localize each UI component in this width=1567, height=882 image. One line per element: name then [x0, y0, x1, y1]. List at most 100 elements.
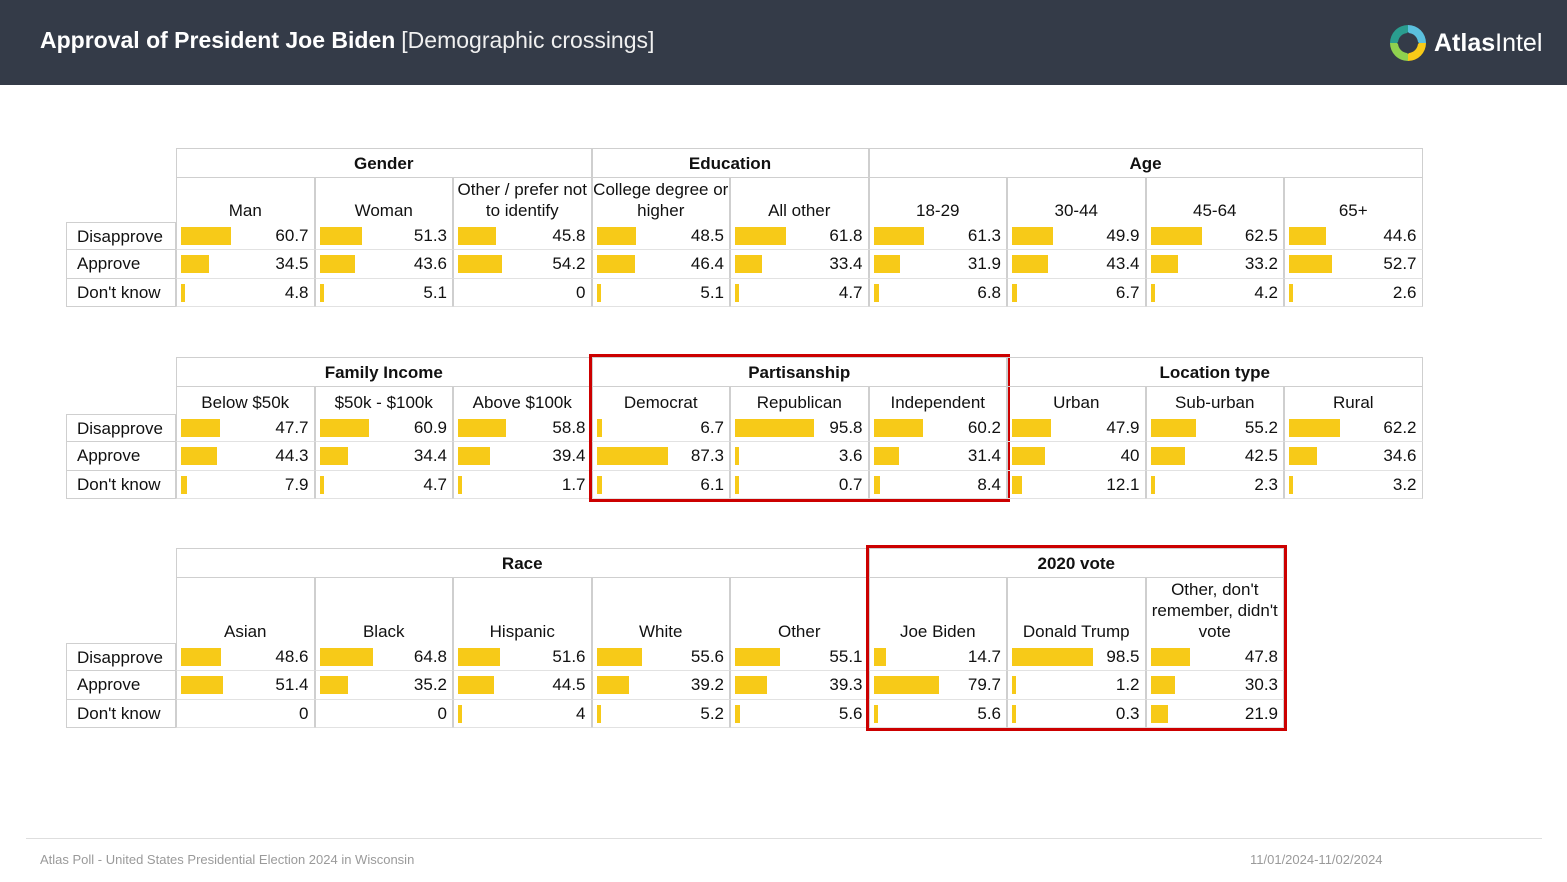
row-label-approve: Approve — [66, 671, 176, 700]
value-bar — [1150, 419, 1196, 437]
data-cell: 48.6 — [176, 643, 315, 672]
value-bar — [735, 447, 739, 466]
value-label: 61.8 — [829, 226, 863, 245]
column-header-college-degree-or-higher: College degree or higher — [591, 177, 730, 222]
data-cell: 48.5 — [591, 222, 730, 251]
value-bar — [1012, 648, 1093, 666]
value-bar — [458, 648, 501, 666]
data-cell: 47.8 — [1145, 643, 1284, 672]
data-cell: 39.4 — [453, 442, 592, 471]
value-label: 47.7 — [275, 418, 309, 437]
value-bar — [735, 255, 763, 274]
value-label: 51.6 — [552, 647, 586, 666]
data-cell: 51.4 — [176, 671, 315, 700]
data-cell: 61.8 — [730, 222, 869, 251]
value-label: 47.9 — [1106, 418, 1140, 437]
value-bar — [596, 255, 635, 274]
column-header-independent: Independent — [868, 386, 1007, 414]
data-cell: 45.8 — [453, 222, 592, 251]
value-label: 95.8 — [829, 418, 863, 437]
data-cell: 4 — [453, 699, 592, 729]
value-label: 0 — [437, 703, 447, 723]
data-cell: 35.2 — [314, 671, 453, 700]
value-label: 33.2 — [1244, 254, 1278, 274]
value-bar — [181, 255, 210, 274]
footer-source: Atlas Poll - United States Presidential … — [40, 852, 415, 867]
data-cell: 44.3 — [176, 442, 315, 471]
value-bar — [1012, 475, 1022, 494]
data-cell: 54.2 — [453, 250, 592, 279]
value-bar — [596, 648, 643, 666]
data-cell: 44.6 — [1284, 222, 1423, 251]
value-bar — [181, 475, 188, 494]
value-label: 45.8 — [552, 226, 586, 245]
data-cell: 6.7 — [591, 414, 730, 443]
data-cell: 0 — [176, 699, 315, 729]
value-bar — [735, 227, 786, 245]
value-bar — [319, 227, 362, 245]
value-label: 2.3 — [1254, 474, 1278, 494]
data-cell: 6.8 — [868, 278, 1007, 308]
value-bar — [181, 283, 185, 302]
data-cell: 39.2 — [591, 671, 730, 700]
row-label-don-t-know: Don't know — [66, 278, 176, 308]
value-label: 60.2 — [967, 418, 1001, 437]
value-bar — [873, 475, 881, 494]
value-label: 31.4 — [967, 446, 1001, 466]
value-bar — [735, 704, 740, 723]
column-header-45-64: 45-64 — [1145, 177, 1284, 222]
value-bar — [319, 447, 348, 466]
value-label: 48.5 — [690, 226, 724, 245]
page-title: Approval of President Joe Biden [Demograp… — [40, 27, 654, 54]
value-bar — [1150, 648, 1190, 666]
value-label: 8.4 — [977, 474, 1001, 494]
value-bar — [1289, 255, 1333, 274]
data-cell: 47.9 — [1007, 414, 1146, 443]
column-header-asian: Asian — [176, 577, 315, 643]
group-header-family-income: Family Income — [176, 357, 592, 386]
column-header-republican: Republican — [730, 386, 869, 414]
value-bar — [319, 648, 373, 666]
value-label: 4.8 — [284, 282, 309, 302]
data-cell: 60.2 — [868, 414, 1007, 443]
column-header-other-don-t-remember-didn-t-vote: Other, don't remember, didn't vote — [1145, 577, 1284, 643]
value-label: 51.4 — [275, 675, 309, 695]
value-label: 4.7 — [838, 282, 863, 302]
value-label: 64.8 — [413, 647, 447, 666]
value-bar — [596, 447, 669, 466]
data-cell: 2.6 — [1284, 278, 1423, 308]
value-label: 34.4 — [413, 446, 447, 466]
row-label-disapprove: Disapprove — [66, 643, 176, 672]
value-bar — [319, 283, 324, 302]
value-bar — [596, 227, 637, 245]
group-header-2020-vote: 2020 vote — [868, 548, 1284, 577]
value-bar — [873, 419, 923, 437]
value-label: 12.1 — [1106, 474, 1140, 494]
value-label: 33.4 — [829, 254, 863, 274]
value-label: 0 — [299, 703, 309, 723]
column-header-other-prefer-not-to-identify: Other / prefer not to identify — [453, 177, 592, 222]
value-bar — [181, 227, 231, 245]
data-cell: 0.7 — [730, 470, 869, 500]
value-label: 61.3 — [967, 226, 1001, 245]
data-cell: 8.4 — [868, 470, 1007, 500]
value-label: 34.6 — [1383, 446, 1417, 466]
value-label: 1.2 — [1115, 675, 1140, 695]
data-cell: 14.7 — [868, 643, 1007, 672]
data-cell: 44.5 — [453, 671, 592, 700]
value-label: 46.4 — [690, 254, 724, 274]
value-label: 44.5 — [552, 675, 586, 695]
value-label: 0 — [576, 282, 586, 302]
value-label: 49.9 — [1106, 226, 1140, 245]
data-cell: 95.8 — [730, 414, 869, 443]
data-cell: 21.9 — [1145, 699, 1284, 729]
data-cell: 51.6 — [453, 643, 592, 672]
value-label: 55.1 — [829, 647, 863, 666]
data-cell: 43.4 — [1007, 250, 1146, 279]
data-cell: 55.6 — [591, 643, 730, 672]
data-cell: 7.9 — [176, 470, 315, 500]
value-label: 40 — [1120, 446, 1140, 466]
data-cell: 42.5 — [1145, 442, 1284, 471]
value-bar — [596, 676, 629, 695]
value-bar — [596, 704, 601, 723]
